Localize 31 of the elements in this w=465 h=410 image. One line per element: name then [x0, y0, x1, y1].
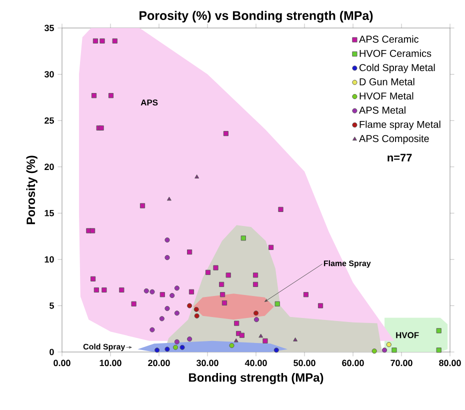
- x-tick-label: 20.00: [148, 360, 170, 366]
- y-tick-label: 10: [44, 256, 54, 263]
- y-axis-title: Porosity (%): [26, 156, 38, 224]
- annotation: n=77: [388, 154, 412, 162]
- legend-label: HVOF Ceramics: [360, 50, 432, 57]
- x-tick-label: 10.00: [100, 360, 122, 366]
- x-tick-label: 50.00: [294, 360, 316, 366]
- legend-label: D Gun Metal: [360, 78, 414, 86]
- x-tick-label: 60.00: [342, 360, 364, 366]
- legend-label: Flame spray Metal: [360, 120, 440, 130]
- y-tick-label: 5: [50, 302, 54, 309]
- annotation: APS: [140, 100, 158, 106]
- chart-title: Porosity (%) vs Bonding strength (MPa): [140, 10, 373, 22]
- annotation: HVOF: [396, 332, 419, 338]
- legend-label: APS Ceramic: [359, 35, 419, 43]
- y-tick-label: 0: [50, 348, 54, 356]
- y-tick-label: 20: [44, 164, 54, 170]
- legend-label: APS Metal: [359, 106, 406, 114]
- y-tick-label: 30: [44, 71, 54, 78]
- y-tick-label: 15: [44, 210, 54, 216]
- x-tick-label: 30.00: [196, 360, 218, 366]
- legend-label: Cold Spray Metal: [360, 64, 435, 74]
- x-axis-title: Bonding strength (MPa): [189, 372, 324, 384]
- x-tick-label: 0.00: [54, 360, 70, 366]
- x-tick-label: 70.00: [390, 360, 412, 366]
- y-tick-label: 35: [44, 24, 54, 32]
- y-tick-label: 25: [44, 117, 54, 124]
- x-tick-label: 80.00: [439, 360, 461, 366]
- legend-label: HVOF Metal: [360, 92, 414, 100]
- legend-label: APS Composite: [359, 134, 429, 144]
- x-tick-label: 40.00: [244, 360, 267, 366]
